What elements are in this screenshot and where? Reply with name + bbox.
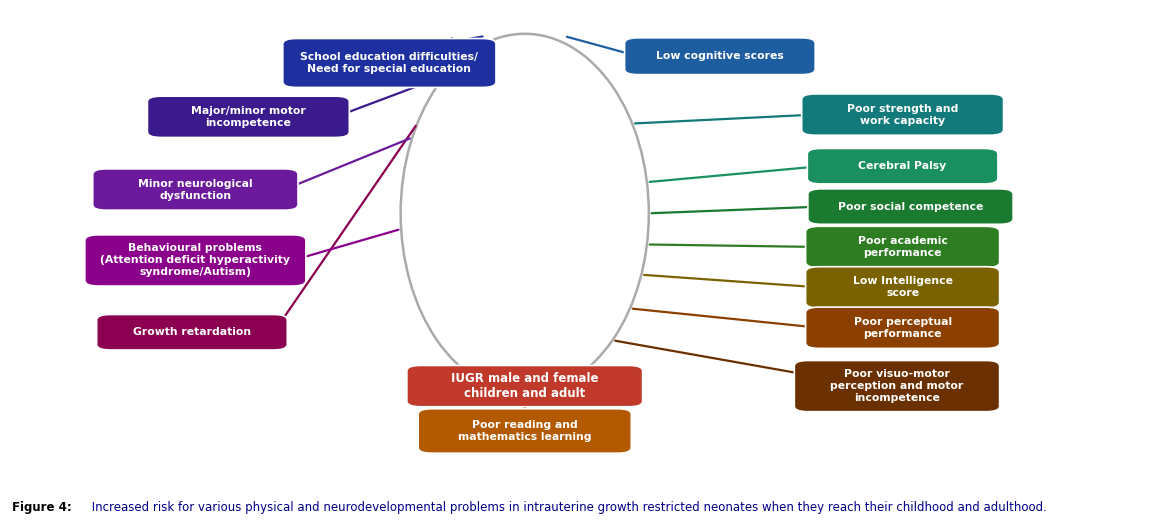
Text: Minor neurological
dysfunction: Minor neurological dysfunction <box>138 178 253 201</box>
Text: IUGR male and female
children and adult: IUGR male and female children and adult <box>451 372 599 400</box>
FancyBboxPatch shape <box>625 38 815 74</box>
Text: Behavioural problems
(Attention deficit hyperactivity
syndrome/Autism): Behavioural problems (Attention deficit … <box>100 243 290 277</box>
Text: Poor strength and
work capacity: Poor strength and work capacity <box>847 103 959 126</box>
Text: Poor perceptual
performance: Poor perceptual performance <box>854 317 952 339</box>
FancyBboxPatch shape <box>806 267 999 308</box>
FancyBboxPatch shape <box>806 307 999 348</box>
FancyBboxPatch shape <box>147 96 350 137</box>
FancyBboxPatch shape <box>93 169 298 210</box>
FancyBboxPatch shape <box>801 94 1004 135</box>
Text: Major/minor motor
incompetence: Major/minor motor incompetence <box>191 106 306 128</box>
FancyBboxPatch shape <box>85 235 306 286</box>
Text: Low cognitive scores: Low cognitive scores <box>656 51 784 61</box>
FancyBboxPatch shape <box>406 365 642 407</box>
Text: Poor social competence: Poor social competence <box>838 202 983 212</box>
FancyBboxPatch shape <box>794 361 999 412</box>
Text: Cerebral Palsy: Cerebral Palsy <box>859 161 947 171</box>
Text: School education difficulties/
Need for special education: School education difficulties/ Need for … <box>300 52 479 74</box>
Text: Growth retardation: Growth retardation <box>132 327 251 337</box>
Text: Poor reading and
mathematics learning: Poor reading and mathematics learning <box>458 420 592 442</box>
Text: Poor academic
performance: Poor academic performance <box>857 236 947 258</box>
Text: Low Intelligence
score: Low Intelligence score <box>853 276 953 298</box>
Text: Figure 4:: Figure 4: <box>12 501 71 514</box>
FancyBboxPatch shape <box>283 39 496 88</box>
FancyBboxPatch shape <box>807 148 998 184</box>
FancyBboxPatch shape <box>97 315 288 350</box>
Text: Poor visuo-motor
perception and motor
incompetence: Poor visuo-motor perception and motor in… <box>830 369 963 403</box>
FancyBboxPatch shape <box>808 189 1013 224</box>
FancyBboxPatch shape <box>806 227 999 268</box>
FancyBboxPatch shape <box>418 409 632 453</box>
Text: Increased risk for various physical and neurodevelopmental problems in intrauter: Increased risk for various physical and … <box>89 501 1047 514</box>
